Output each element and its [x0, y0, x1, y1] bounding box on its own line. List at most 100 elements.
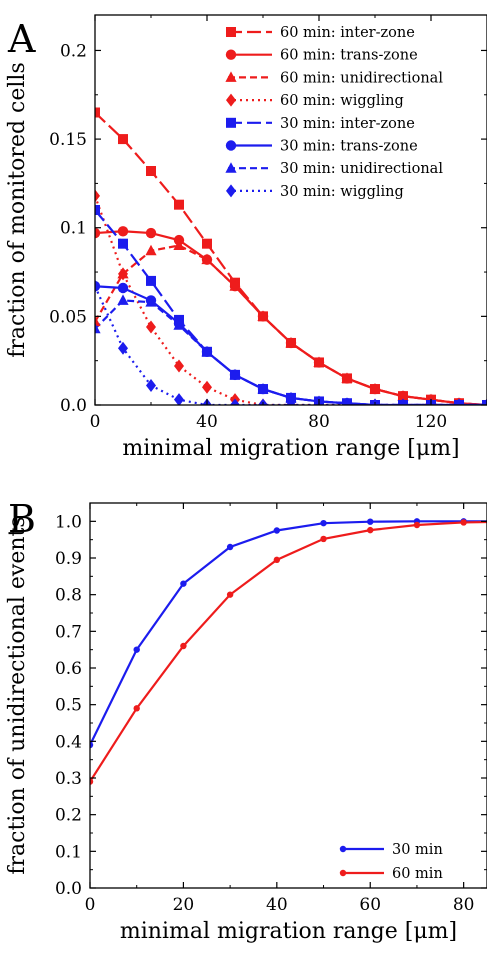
legend-marker [226, 27, 236, 37]
data-point [313, 356, 325, 367]
data-point [201, 253, 213, 265]
data-point [482, 398, 487, 405]
y-tick-label: 0.9 [55, 549, 82, 569]
legend-label: 30 min: wiggling [280, 184, 404, 200]
data-point [342, 398, 352, 405]
legend-label: 60 min [392, 866, 443, 882]
data-point [285, 336, 297, 348]
data-point [370, 398, 380, 405]
data-point [257, 383, 269, 394]
x-tick-label: 120 [415, 412, 447, 432]
legend-marker [225, 140, 237, 151]
y-axis-label: fraction of unidirectional events [5, 516, 30, 874]
data-point [173, 319, 185, 330]
series-line-0 [90, 520, 487, 746]
x-tick-label: 60 [359, 895, 381, 915]
panel-A: 0.0 0.05 0.1 0.15 0.2 0 40 80 120 minimal migrati… [5, 14, 487, 461]
x-tick-label: 80 [453, 895, 475, 915]
y-tick-label: 0.05 [49, 307, 87, 327]
data-point [397, 390, 409, 401]
x-tick-label: 80 [308, 412, 330, 432]
data-point [95, 322, 101, 334]
x-tick-label: 20 [173, 895, 195, 915]
legend-label: 60 min: inter-zone [280, 25, 415, 41]
legend-marker [225, 162, 237, 173]
data-point [229, 280, 241, 291]
legend-marker [339, 845, 347, 853]
data-point [117, 294, 129, 305]
data-point [146, 379, 156, 392]
data-point [174, 199, 184, 210]
legend-label: 60 min: unidirectional [280, 70, 443, 86]
data-point [273, 556, 281, 564]
legend-marker [226, 93, 236, 107]
data-point [95, 189, 100, 203]
y-tick-label: 0.1 [55, 842, 82, 862]
data-point [320, 519, 327, 527]
legend-marker [225, 49, 237, 60]
y-tick-label: 0.6 [55, 659, 82, 679]
series-line-1 [95, 230, 487, 405]
data-point [117, 226, 129, 237]
data-point [226, 591, 234, 598]
data-point [118, 238, 128, 249]
legend-label: 30 min: inter-zone [280, 116, 415, 132]
y-axis-label: fraction of monitored cells [5, 62, 30, 357]
y-tick-label: 0.4 [55, 732, 82, 752]
data-point [202, 380, 212, 394]
plot-area [95, 107, 487, 405]
x-axis-label: minimal migration range [μm] [122, 436, 459, 461]
data-point [460, 519, 467, 526]
data-point [201, 345, 213, 357]
x-axis-label: minimal migration range [μm] [120, 919, 457, 944]
legend: 60 min: inter-zone 60 min: trans-zone 60 m… [225, 25, 443, 200]
data-point [145, 227, 157, 239]
data-point [133, 646, 140, 653]
data-point [230, 398, 240, 405]
y-tick-label: 0.1 [60, 219, 87, 239]
data-point [118, 134, 128, 145]
data-point [174, 393, 184, 405]
data-point [95, 227, 101, 239]
legend-label: 30 min [392, 842, 443, 858]
legend: 30 min 60 min [339, 842, 443, 882]
legend-marker [226, 117, 236, 128]
data-point [133, 705, 140, 712]
data-point [146, 166, 156, 176]
legend-marker [339, 869, 347, 877]
data-point [180, 580, 187, 587]
axes-frame [94, 14, 487, 406]
legend-marker [226, 184, 236, 198]
legend-label: 30 min: unidirectional [280, 161, 443, 177]
data-point [367, 526, 374, 534]
panel-label: A [7, 17, 36, 61]
y-tick-label: 0.2 [60, 41, 87, 61]
data-point [413, 521, 421, 529]
series-line-0 [95, 111, 487, 405]
y-tick-label: 0.5 [55, 696, 82, 716]
data-point [174, 359, 184, 373]
data-point [226, 543, 234, 551]
panel-label: B [8, 497, 36, 541]
y-tick-label: 0.7 [55, 622, 82, 642]
legend-label: 60 min: wiggling [280, 93, 404, 109]
data-point [146, 320, 156, 334]
y-tick-label: 0.3 [55, 769, 82, 789]
data-point [95, 205, 100, 215]
y-tick-label: 0.2 [55, 806, 82, 826]
data-point [202, 238, 212, 249]
data-point [454, 398, 464, 405]
data-point [369, 383, 381, 394]
series-line-4 [95, 209, 487, 405]
axes-frame [89, 502, 487, 889]
panel-B: 0.0 0.1 0.2 0.3 0.4 0.5 0.6 0.7 0.8 0.9 1.0 0 20 40 60… [5, 497, 487, 944]
data-point [258, 398, 268, 405]
data-point [320, 535, 327, 543]
series-line-6 [95, 299, 487, 405]
data-point [95, 107, 100, 118]
y-tick-label: 0.0 [55, 879, 82, 899]
legend-label: 60 min: trans-zone [280, 48, 418, 64]
plot-area [90, 518, 487, 785]
data-point [341, 372, 353, 383]
